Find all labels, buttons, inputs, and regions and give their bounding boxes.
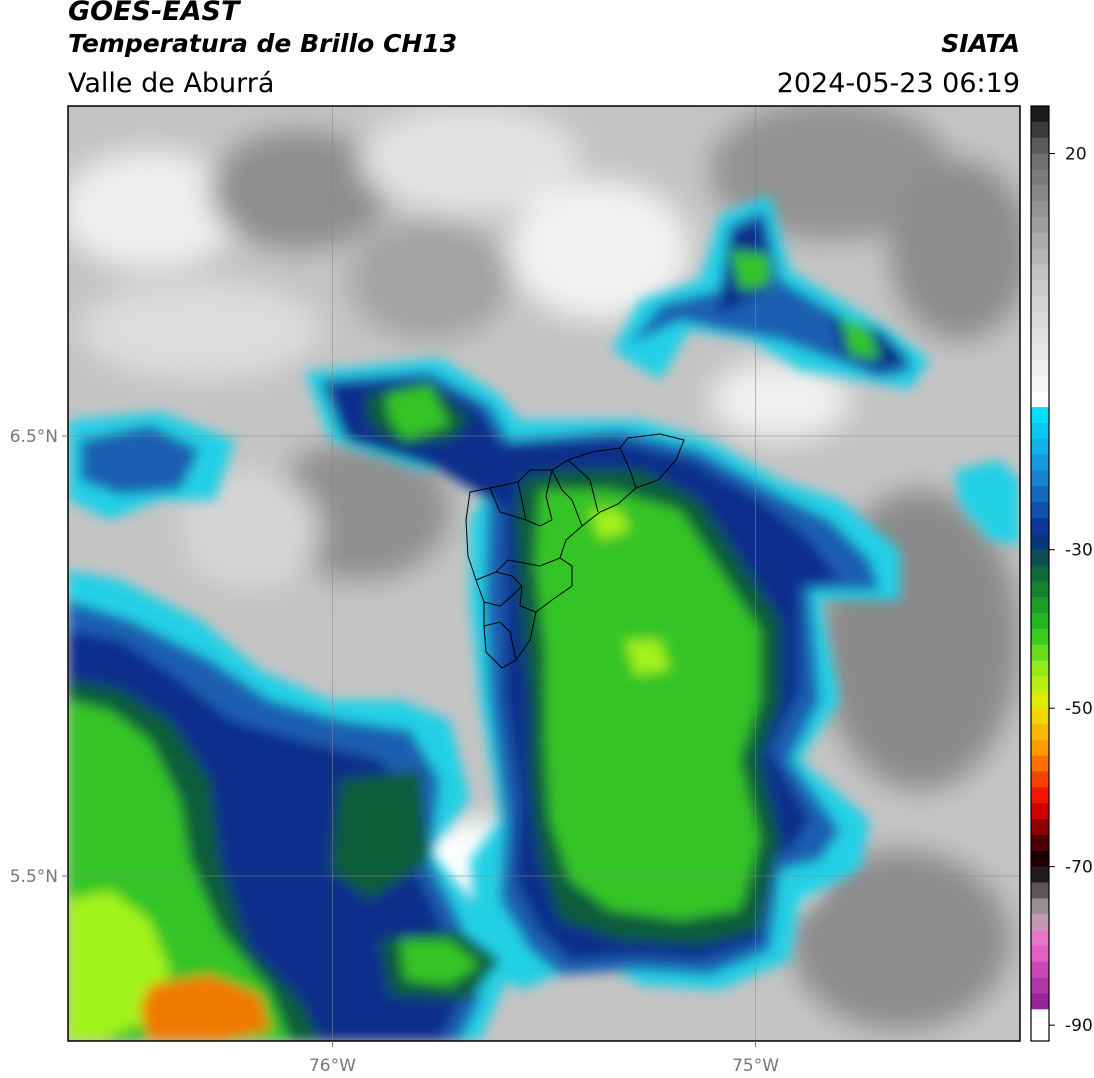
colorbar-tick-label: 20 — [1065, 145, 1087, 165]
satellite-title: GOES-EAST — [68, 0, 240, 27]
colorbar-level — [1031, 264, 1049, 281]
colorbar-level — [1031, 930, 1049, 947]
colorbar-level — [1031, 819, 1049, 836]
latitude-ticks: 6.5°N 5.5°N — [10, 427, 68, 887]
colorbar-level — [1031, 518, 1049, 535]
cloud-green-central — [535, 490, 760, 920]
colorbar-level — [1031, 628, 1049, 646]
lat-tick-label: 5.5°N — [10, 867, 58, 887]
colorbar-level — [1031, 914, 1049, 931]
colorbar-level — [1031, 296, 1049, 313]
colorbar-level — [1031, 708, 1049, 725]
colorbar-level — [1031, 834, 1049, 852]
colorbar-level — [1031, 755, 1049, 773]
colorbar-level — [1031, 803, 1049, 820]
datetime-label: 2024-05-23 06:19 — [776, 68, 1020, 99]
colorbar-level — [1031, 945, 1049, 963]
colorbar-level — [1031, 581, 1049, 598]
colorbar-level — [1031, 549, 1049, 567]
colorbar-level — [1031, 486, 1049, 503]
colorbar-level — [1031, 137, 1049, 155]
colorbar-level — [1031, 502, 1049, 519]
cold-cloud-layers — [68, 195, 1020, 1041]
colorbar-tick-label: -70 — [1065, 858, 1093, 878]
colorbar-level — [1031, 739, 1049, 757]
cloud-green-north — [385, 385, 450, 440]
colorbar-level — [1031, 613, 1049, 630]
colorbar-level — [1031, 216, 1049, 234]
colorbar-level — [1031, 961, 1049, 979]
colorbar-level — [1031, 185, 1049, 202]
cloud-cyan-east — [955, 460, 1020, 545]
product-title: Temperatura de Brillo CH13 — [68, 29, 458, 58]
cloud-darkgreen-south — [330, 770, 430, 900]
colorbar-level — [1031, 898, 1049, 915]
cloud-lime-core-central — [625, 640, 670, 675]
valle-de-aburra-boundaries — [465, 433, 685, 669]
longitude-ticks: 76°W 75°W — [309, 1041, 779, 1076]
colorbar — [1030, 105, 1050, 1042]
colorbar-tick-label: -90 — [1065, 1016, 1093, 1036]
colorbar-level — [1031, 407, 1049, 424]
colorbar-level — [1031, 343, 1049, 361]
colorbar-level — [1031, 106, 1049, 123]
colorbar-level — [1031, 169, 1049, 186]
colorbar-level — [1031, 232, 1049, 250]
colorbar-tick-label: -30 — [1065, 541, 1093, 561]
cloud-blue-northwest — [80, 425, 200, 495]
colorbar-level — [1031, 391, 1049, 408]
colorbar-level — [1031, 327, 1049, 345]
colorbar-level — [1031, 248, 1049, 265]
map-plot-area — [68, 106, 1020, 1041]
colorbar-level — [1031, 153, 1049, 170]
colorbar-level — [1031, 121, 1049, 139]
colorbar-level — [1031, 724, 1049, 741]
colorbar-level — [1031, 422, 1049, 440]
colorbar-level — [1031, 565, 1049, 582]
colorbar-level — [1031, 597, 1049, 614]
cloud-lime-core-north — [590, 510, 630, 540]
colorbar-level — [1031, 1025, 1049, 1042]
colorbar-level — [1031, 644, 1049, 662]
colorbar-level — [1031, 312, 1049, 329]
colorbar-level — [1031, 660, 1049, 678]
colorbar-level — [1031, 470, 1049, 487]
colorbar-level — [1031, 533, 1049, 551]
colorbar-level — [1031, 676, 1049, 693]
colorbar-level — [1031, 850, 1049, 868]
colorbar-level — [1031, 882, 1049, 899]
cloud-green-east — [840, 315, 880, 360]
warm-cloud-texture — [68, 106, 1020, 1030]
region-label: Valle de Aburrá — [68, 68, 275, 99]
colorbar-level — [1031, 1009, 1049, 1026]
lat-tick-label: 6.5°N — [10, 427, 58, 447]
colorbar-level — [1031, 280, 1049, 297]
colorbar-level — [1031, 787, 1049, 804]
graticule — [68, 106, 1020, 1041]
colorbar-level — [1031, 375, 1049, 392]
cloud-orange-southwest — [140, 975, 270, 1041]
colorbar-level — [1031, 993, 1049, 1010]
colorbar-level — [1031, 977, 1049, 994]
colorbar-level — [1031, 359, 1049, 376]
colorbar-tick-label: -50 — [1065, 699, 1093, 719]
colorbar-level — [1031, 454, 1049, 471]
agency-label: SIATA — [941, 29, 1020, 58]
colorbar-ticks: 20 -30 -50 -70 -90 — [1049, 145, 1093, 1036]
colorbar-level — [1031, 866, 1049, 884]
lon-tick-label: 75°W — [732, 1056, 779, 1076]
cloud-green-northeast — [730, 250, 770, 290]
colorbar-level — [1031, 692, 1049, 709]
lon-tick-label: 76°W — [309, 1056, 356, 1076]
colorbar-level — [1031, 201, 1049, 218]
colorbar-frame — [1030, 105, 1050, 1042]
map-frame — [67, 105, 1021, 1042]
colorbar-level — [1031, 438, 1049, 456]
colorbar-level — [1031, 771, 1049, 788]
cloud-green-south — [400, 940, 480, 985]
